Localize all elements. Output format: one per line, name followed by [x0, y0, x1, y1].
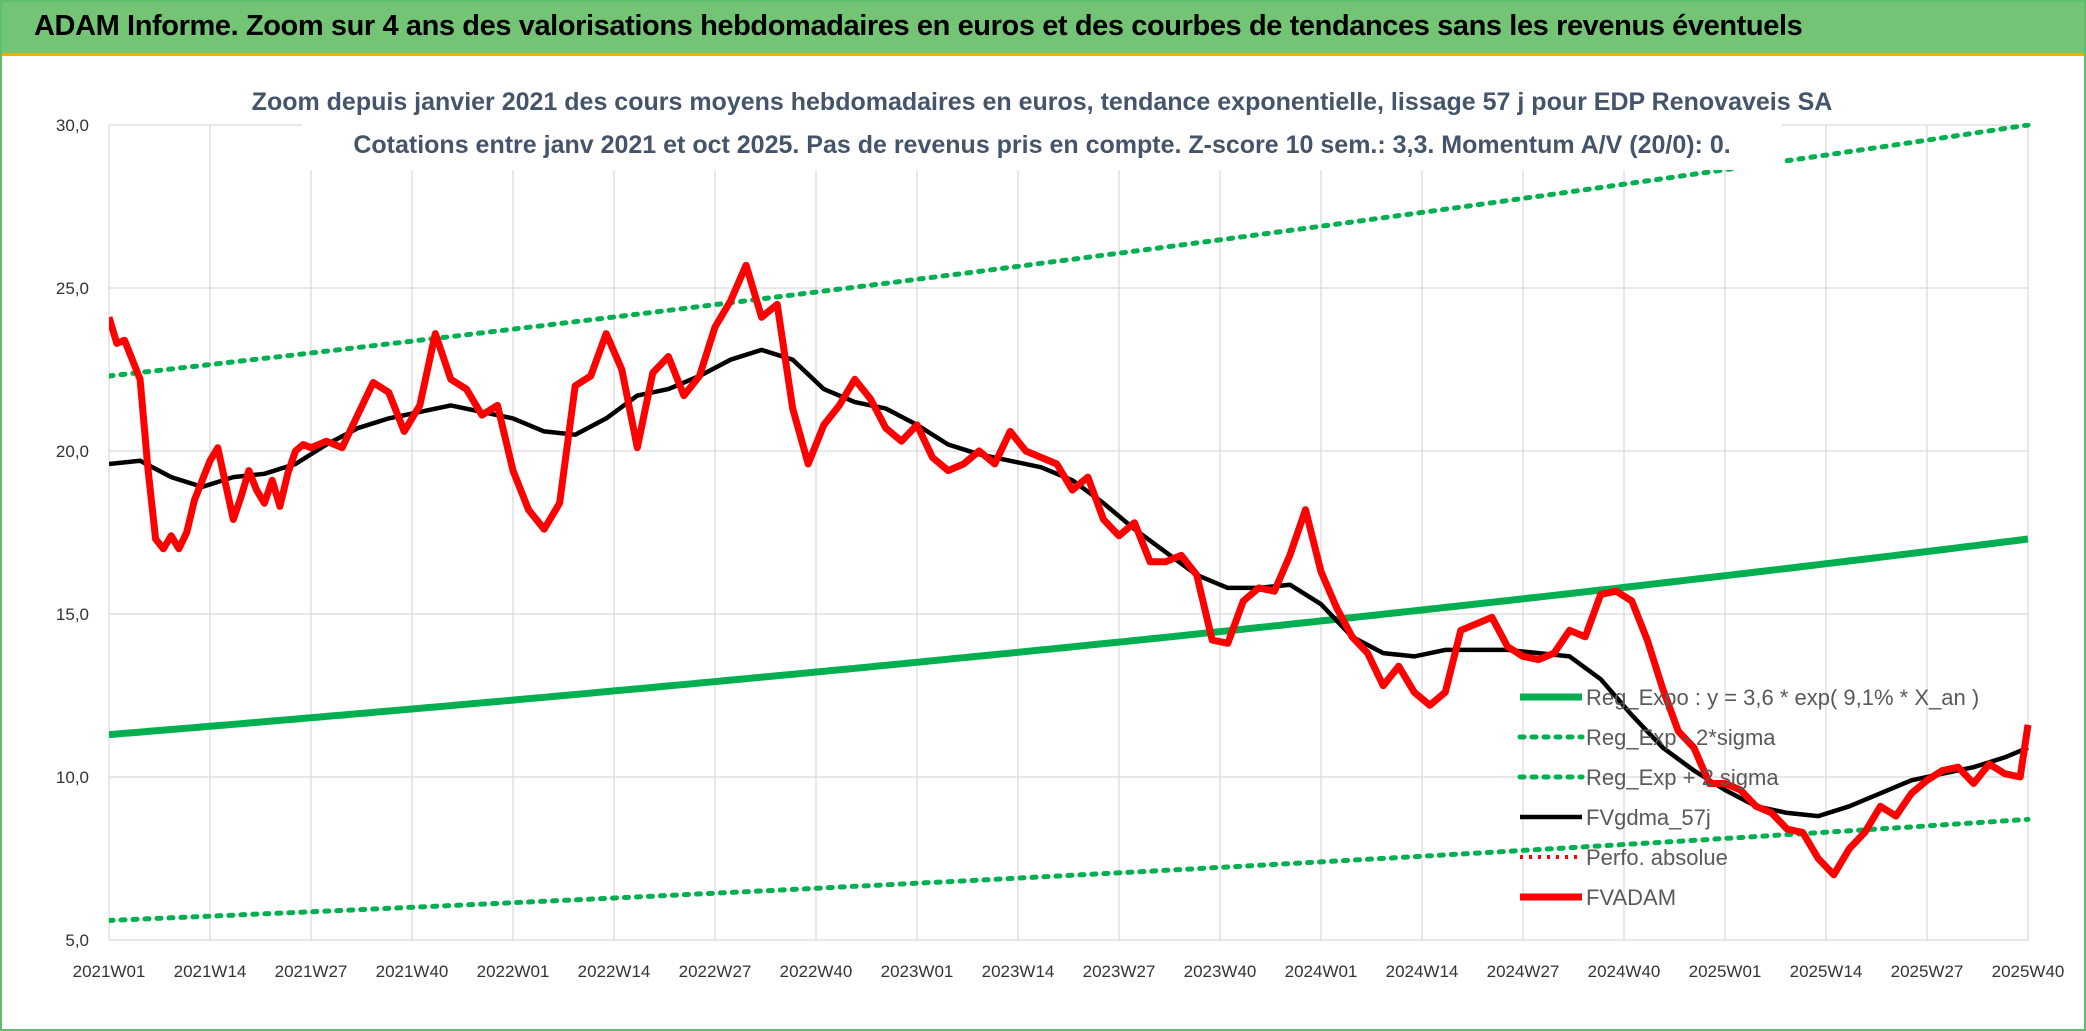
- y-tick-label: 20,0: [56, 442, 89, 461]
- legend-label: FVADAM: [1586, 885, 1676, 910]
- series-layer: [109, 123, 2032, 923]
- title-backdrop: [302, 82, 1782, 170]
- x-tick-label: 2024W27: [1487, 962, 1560, 981]
- grid: [108, 124, 2029, 941]
- legend-label: FVgdma_57j: [1586, 805, 1711, 830]
- y-tick-label: 15,0: [56, 605, 89, 624]
- x-tick-label: 2025W14: [1790, 962, 1863, 981]
- header-banner: ADAM Informe. Zoom sur 4 ans des valoris…: [2, 2, 2084, 56]
- y-tick-label: 5,0: [65, 931, 89, 950]
- legend-label: Reg_Exp - 2*sigma: [1586, 725, 1776, 750]
- chart-title: Zoom depuis janvier 2021 des cours moyen…: [252, 88, 1833, 116]
- subtitle-layer: Zoom depuis janvier 2021 des cours moyen…: [252, 82, 1833, 170]
- x-axis: 2021W01 2021W14 2021W27 2021W40 2022W01 2022W…: [73, 962, 2065, 981]
- x-tick-label: 2023W01: [881, 962, 954, 981]
- x-tick-label: 2022W01: [477, 962, 550, 981]
- series-line-1: [109, 816, 2031, 923]
- chart-subtitle: Cotations entre janv 2021 et oct 2025. P…: [353, 131, 1730, 159]
- x-tick-label: 2021W40: [376, 962, 449, 981]
- x-tick-label: 2024W14: [1386, 962, 1459, 981]
- y-axis: 5,0 10,0 15,0 20,0 25,0 30,0: [56, 116, 89, 950]
- x-tick-label: 2022W27: [679, 962, 752, 981]
- x-tick-label: 2023W40: [1184, 962, 1257, 981]
- x-tick-label: 2024W01: [1285, 962, 1358, 981]
- y-tick-label: 25,0: [56, 279, 89, 298]
- y-tick-label: 10,0: [56, 768, 89, 787]
- series-line-5: [109, 261, 2032, 879]
- x-tick-label: 2025W40: [1992, 962, 2065, 981]
- banner-title: ADAM Informe. Zoom sur 4 ans des valoris…: [34, 10, 1803, 42]
- legend-label: Reg_Exp + 2 sigma: [1586, 765, 1779, 790]
- legend: Reg_Expo : y = 3,6 * exp( 9,1% * X_an ) R…: [1517, 685, 1979, 910]
- x-tick-label: 2021W14: [174, 962, 247, 981]
- x-tick-label: 2025W27: [1891, 962, 1964, 981]
- x-tick-label: 2023W14: [982, 962, 1055, 981]
- legend-label: Reg_Expo : y = 3,6 * exp( 9,1% * X_an ): [1586, 685, 1979, 710]
- x-tick-label: 2022W14: [578, 962, 651, 981]
- y-tick-label: 30,0: [56, 116, 89, 135]
- series-line-2: [109, 123, 2031, 379]
- x-tick-label: 2024W40: [1588, 962, 1661, 981]
- x-tick-label: 2023W27: [1083, 962, 1156, 981]
- series-line-0: [109, 535, 2029, 739]
- x-tick-label: 2021W01: [73, 962, 146, 981]
- x-tick-label: 2021W27: [275, 962, 348, 981]
- legend-label: Perfo. absolue: [1586, 845, 1728, 870]
- x-tick-label: 2022W40: [780, 962, 853, 981]
- x-tick-label: 2025W01: [1689, 962, 1762, 981]
